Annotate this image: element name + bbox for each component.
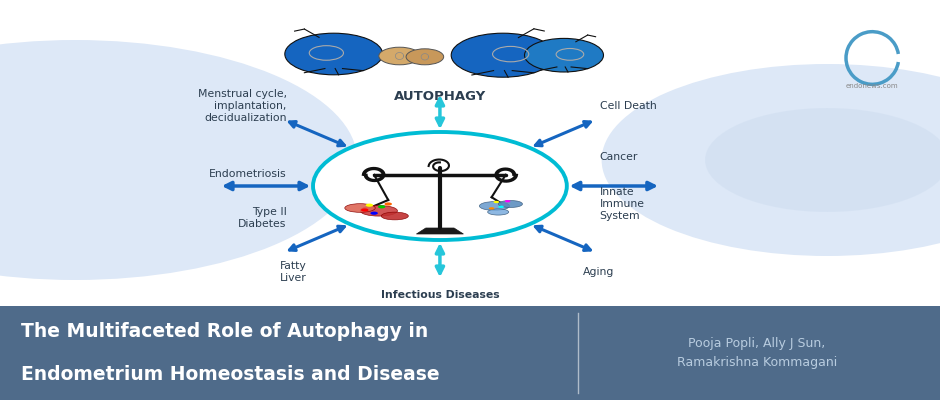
Circle shape [370,212,378,215]
Circle shape [498,206,504,208]
Circle shape [285,33,383,75]
FancyBboxPatch shape [0,306,940,400]
Text: Endometrium Homeostasis and Disease: Endometrium Homeostasis and Disease [21,365,439,384]
Circle shape [489,207,494,210]
FancyArrowPatch shape [536,226,590,250]
Text: Infectious Diseases: Infectious Diseases [381,290,499,300]
Circle shape [313,132,567,240]
FancyArrowPatch shape [226,182,306,190]
Circle shape [0,40,357,280]
Text: Cancer: Cancer [600,152,638,162]
Text: Aging: Aging [583,267,614,277]
Circle shape [366,204,373,207]
Polygon shape [416,228,463,234]
Ellipse shape [360,206,398,216]
Circle shape [384,202,392,206]
Ellipse shape [488,209,509,215]
Text: Endometriosis: Endometriosis [209,169,287,179]
Text: AUTOPHAGY: AUTOPHAGY [394,90,486,102]
FancyArrowPatch shape [290,226,344,250]
Circle shape [451,33,555,77]
Text: Menstrual cycle,
implantation,
decidualization: Menstrual cycle, implantation, deciduali… [197,89,287,123]
Text: Type II
Diabetes: Type II Diabetes [239,207,287,229]
Circle shape [525,38,603,72]
Text: Cell Death: Cell Death [600,101,656,111]
Ellipse shape [498,200,523,208]
Text: Fatty
Liver: Fatty Liver [280,261,306,283]
FancyArrowPatch shape [436,99,444,125]
Circle shape [378,205,385,208]
Circle shape [361,208,368,212]
Text: The Multifaceted Role of Autophagy in: The Multifaceted Role of Autophagy in [21,322,428,341]
Text: endonews.com: endonews.com [846,83,899,89]
FancyArrowPatch shape [290,122,344,146]
Ellipse shape [345,204,375,212]
Circle shape [494,201,499,203]
Circle shape [602,64,940,256]
FancyArrowPatch shape [536,122,590,146]
Circle shape [406,49,444,65]
Circle shape [379,47,420,65]
FancyArrowPatch shape [436,247,444,273]
Circle shape [705,108,940,212]
Ellipse shape [479,202,509,210]
Text: Innate
Immune
System: Innate Immune System [600,186,645,222]
Ellipse shape [382,212,408,220]
FancyArrowPatch shape [573,182,654,190]
Circle shape [505,200,510,202]
Text: Pooja Popli, Ally J Sun,
Ramakrishna Kommagani: Pooja Popli, Ally J Sun, Ramakrishna Kom… [677,337,837,369]
